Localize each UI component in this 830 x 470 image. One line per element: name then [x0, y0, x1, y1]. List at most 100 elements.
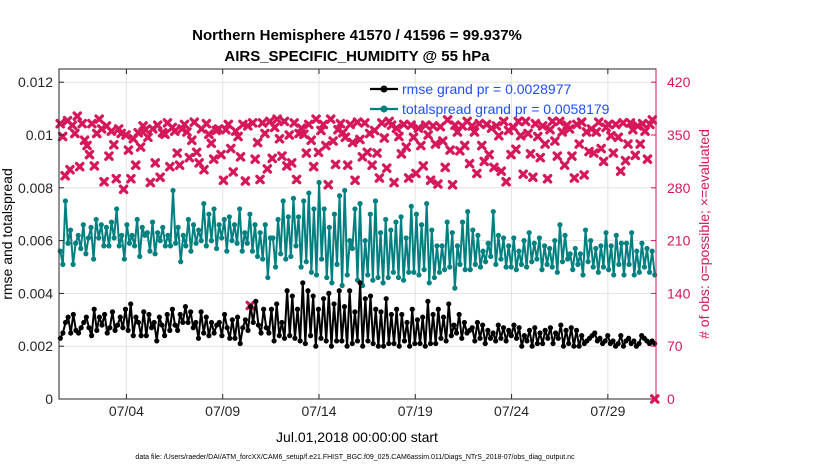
series-point [615, 340, 621, 347]
series-point [129, 232, 135, 238]
series-point [532, 325, 538, 331]
series-point [646, 269, 653, 275]
series-point [288, 253, 294, 260]
series-point [414, 317, 421, 323]
obs-evaluated-point [447, 179, 458, 190]
series-point [422, 343, 428, 349]
obs-evaluated-point [398, 119, 409, 130]
series-point [295, 214, 302, 220]
series-point [477, 264, 484, 270]
series-point [152, 251, 158, 257]
obs-evaluated-point [250, 154, 260, 164]
obs-evaluated-point [257, 118, 268, 128]
series-point [151, 319, 157, 326]
series-point [347, 238, 353, 244]
series-point [305, 288, 311, 294]
series-point [227, 335, 233, 341]
obs-evaluated-point [118, 184, 129, 195]
obs-evaluated-point [423, 130, 433, 140]
y-axis-right-label: # of obs: o=possible; ×=evaluated [696, 129, 712, 339]
series-point [613, 232, 619, 238]
obs-evaluated-point [191, 147, 202, 158]
obs-evaluated-point [545, 124, 555, 135]
series-point [544, 261, 550, 267]
series-point [146, 311, 152, 318]
series-point [451, 322, 457, 328]
obs-evaluated-point [413, 123, 424, 134]
series-point [644, 245, 650, 252]
series-point [404, 319, 410, 326]
series-point [180, 319, 186, 326]
y-left-tick-label: 0.01 [26, 127, 53, 143]
series-point [339, 338, 345, 344]
series-point [318, 335, 324, 341]
obs-evaluated-point [247, 118, 258, 128]
series-point [211, 330, 217, 336]
obs-evaluated-point [430, 139, 441, 149]
obs-evaluated-point [262, 164, 273, 174]
series-point [234, 240, 240, 246]
series-point [154, 338, 160, 344]
series-point [431, 274, 437, 281]
series-point [424, 201, 430, 207]
series-point [149, 219, 156, 225]
obs-evaluated-point [57, 131, 68, 142]
obs-evaluated-point [418, 161, 429, 171]
series-point [334, 338, 340, 344]
x-tick-label: 07/09 [205, 403, 240, 419]
obs-evaluated-point [189, 117, 200, 127]
obs-evaluated-point [277, 151, 287, 161]
series-point [526, 327, 533, 333]
series-point [234, 314, 241, 320]
series-point [185, 216, 191, 223]
obs-evaluated-point [515, 130, 526, 141]
series-point [620, 343, 627, 349]
series-point [208, 319, 215, 326]
series-point [407, 343, 413, 349]
obs-evaluated-point [299, 129, 309, 140]
series-point [117, 314, 123, 320]
series-point [577, 251, 584, 257]
series-point [573, 327, 580, 333]
x-tick-label: 07/29 [590, 403, 625, 419]
series-point [196, 227, 202, 233]
series-point [506, 243, 512, 249]
series-point [258, 330, 264, 336]
series-point [425, 298, 431, 304]
series-point [347, 288, 353, 294]
series-point [446, 301, 452, 307]
series-point [388, 311, 394, 318]
y-axis-left: 0 0.002 0.004 0.006 0.008 0.01 0.012 [18, 74, 64, 407]
series-point [395, 274, 402, 281]
series-point [545, 335, 551, 341]
totalspread-series [57, 179, 658, 291]
series-point [459, 335, 465, 341]
obs-evaluated-point [518, 169, 528, 180]
y-right-tick-label: 420 [667, 74, 691, 90]
obs-evaluated-point [550, 136, 560, 146]
obs-evaluated-point [252, 137, 263, 148]
y-right-tick-label: 70 [667, 338, 683, 354]
series-point [652, 340, 658, 347]
series-point [155, 230, 161, 236]
series-point [144, 230, 150, 236]
series-point [444, 219, 450, 225]
series-point [276, 333, 282, 339]
series-point [190, 325, 196, 331]
series-point [438, 335, 444, 341]
obs-evaluated-point [637, 118, 648, 129]
obs-evaluated-point [89, 161, 100, 171]
obs-evaluated-point [569, 173, 580, 183]
series-point [88, 224, 94, 230]
obs-evaluated-point [213, 124, 224, 134]
obs-evaluated-point [321, 140, 331, 151]
series-point [537, 330, 543, 336]
series-point [270, 235, 276, 241]
series-point [597, 335, 603, 341]
series-point [229, 238, 235, 244]
series-point [552, 238, 558, 244]
obs-evaluated-point [291, 174, 302, 185]
series-point [297, 338, 303, 344]
series-point [462, 267, 468, 273]
obs-evaluated-point [65, 164, 75, 175]
